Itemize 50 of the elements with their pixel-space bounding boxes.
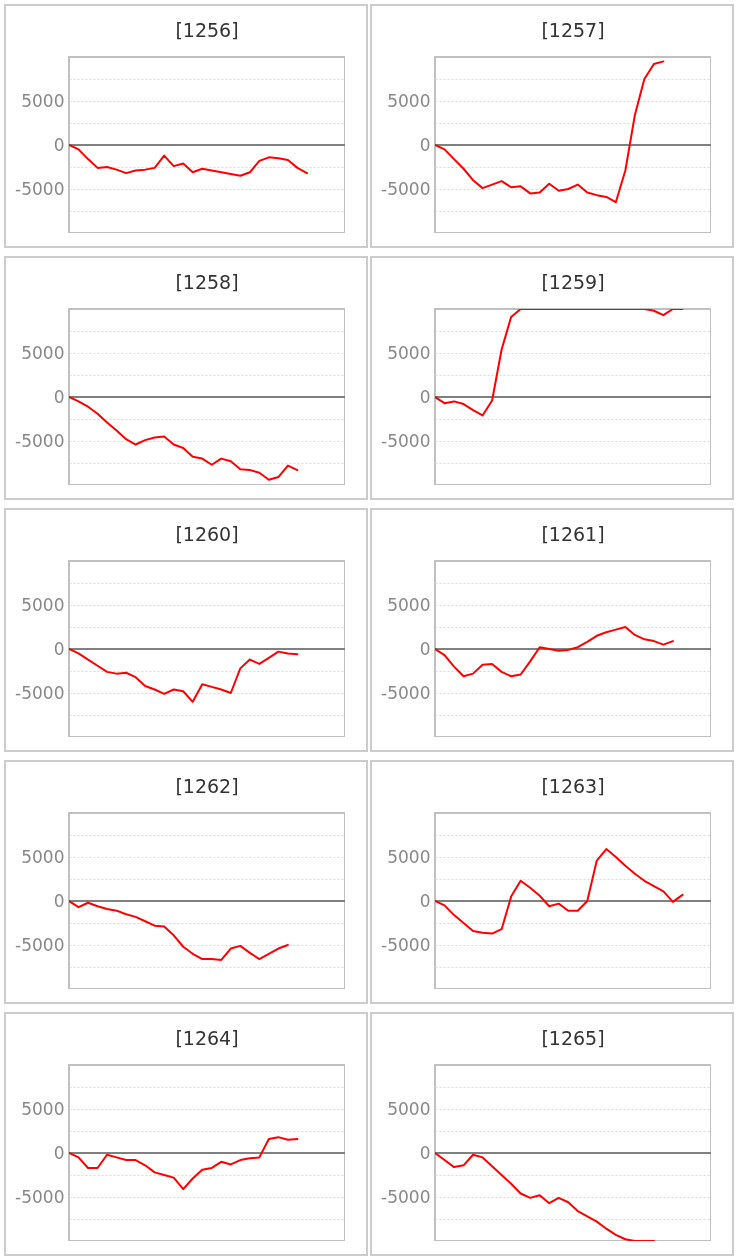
y-tick-label: 5000 — [21, 90, 65, 111]
y-tick-label: -5000 — [15, 1186, 65, 1207]
y-tick-label: -5000 — [15, 178, 65, 199]
chart-title: [1261] — [541, 523, 605, 545]
line-series — [435, 626, 674, 678]
y-tick-label: 5000 — [387, 594, 431, 615]
y-tick-label: -5000 — [381, 430, 431, 451]
y-tick-label: -5000 — [381, 1186, 431, 1207]
y-tick-label: 0 — [419, 134, 431, 155]
y-tick-label: -5000 — [381, 682, 431, 703]
line-series — [69, 648, 299, 703]
y-tick-label: 5000 — [21, 846, 65, 867]
y-tick-label: 0 — [53, 1142, 65, 1163]
line-series — [69, 396, 299, 481]
chart-title: [1259] — [541, 271, 605, 293]
y-tick-label: 0 — [419, 386, 431, 407]
y-tick-label: -5000 — [15, 682, 65, 703]
y-tick-label: 0 — [53, 638, 65, 659]
y-tick-label: 0 — [419, 1142, 431, 1163]
line-series — [435, 309, 684, 417]
y-tick-label: 0 — [53, 890, 65, 911]
chart-title: [1256] — [175, 19, 239, 41]
line-series — [69, 1136, 299, 1191]
line-series — [435, 848, 684, 935]
y-tick-label: 5000 — [387, 90, 431, 111]
chart-title: [1258] — [175, 271, 239, 293]
y-tick-label: 5000 — [21, 594, 65, 615]
y-tick-label: -5000 — [381, 934, 431, 955]
y-tick-label: 0 — [419, 890, 431, 911]
line-series — [69, 900, 289, 961]
line-series — [69, 144, 308, 177]
chart-title: [1260] — [175, 523, 239, 545]
line-series — [435, 60, 665, 204]
y-tick-label: 0 — [53, 134, 65, 155]
y-tick-label: 0 — [53, 386, 65, 407]
y-tick-label: 5000 — [21, 1098, 65, 1119]
y-tick-label: 5000 — [21, 342, 65, 363]
chart-title: [1263] — [541, 775, 605, 797]
line-series — [435, 1152, 655, 1241]
y-tick-label: 0 — [419, 638, 431, 659]
y-tick-label: -5000 — [15, 934, 65, 955]
y-tick-label: -5000 — [15, 430, 65, 451]
chart-title: [1262] — [175, 775, 239, 797]
y-tick-label: 5000 — [387, 342, 431, 363]
y-tick-label: -5000 — [381, 178, 431, 199]
chart-title: [1257] — [541, 19, 605, 41]
y-tick-label: 5000 — [387, 1098, 431, 1119]
y-tick-label: 5000 — [387, 846, 431, 867]
chart-title: [1264] — [175, 1027, 239, 1049]
chart-title: [1265] — [541, 1027, 605, 1049]
